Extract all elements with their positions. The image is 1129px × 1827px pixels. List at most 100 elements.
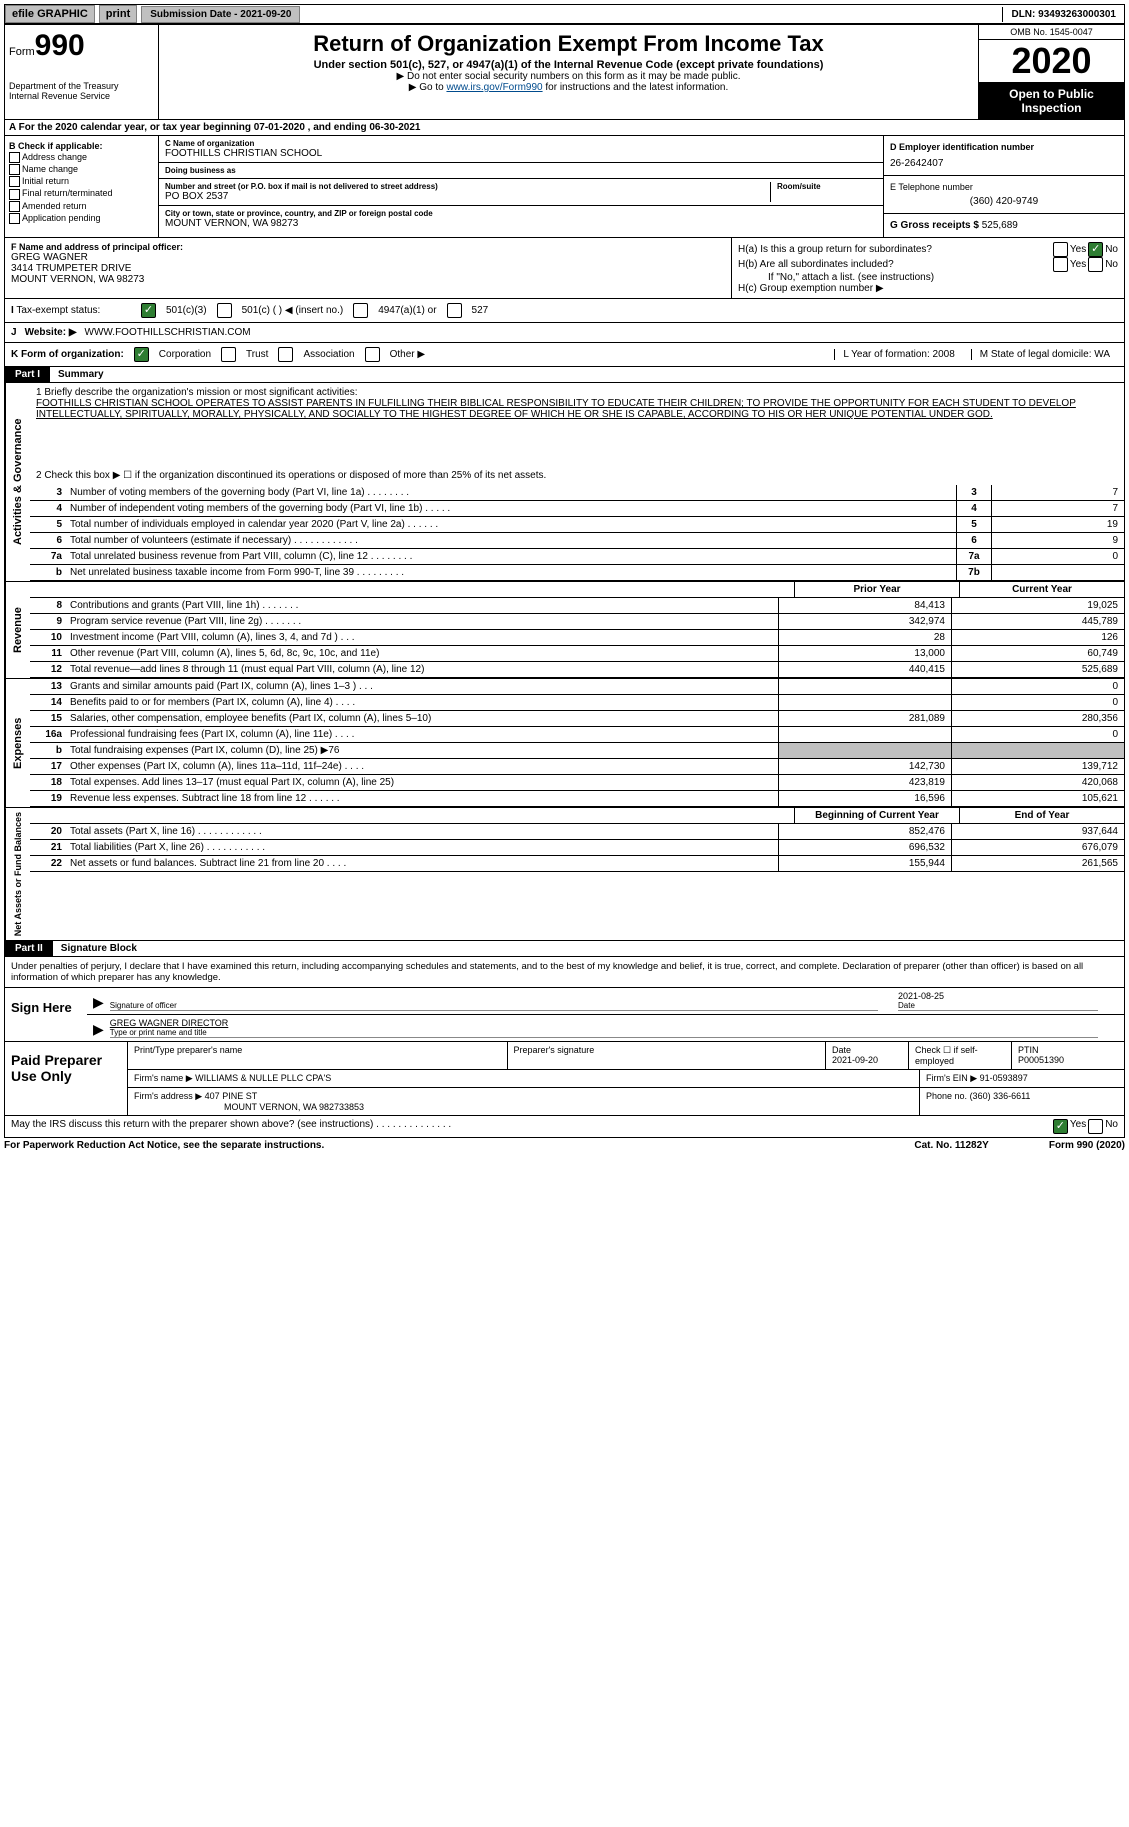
box-i: I Tax-exempt status: 501(c)(3) 501(c) ( … xyxy=(4,299,1125,323)
activities-governance-section: Activities & Governance 1 Briefly descri… xyxy=(4,383,1125,582)
street-address: PO BOX 2537 xyxy=(165,191,770,202)
pycy-header: Prior Year Current Year xyxy=(30,582,1124,598)
table-row: 13 Grants and similar amounts paid (Part… xyxy=(30,679,1124,695)
checkbox-final-return[interactable] xyxy=(9,189,20,200)
table-row: 20 Total assets (Part X, line 16) . . . … xyxy=(30,824,1124,840)
officer-name: GREG WAGNER xyxy=(11,252,725,263)
efile-graphic-btn[interactable]: efile GRAPHIC xyxy=(5,5,95,23)
form-number: Form990 xyxy=(9,29,154,63)
gov-line: b Net unrelated business taxable income … xyxy=(30,565,1124,581)
table-row: 8 Contributions and grants (Part VIII, l… xyxy=(30,598,1124,614)
officer-group-block: F Name and address of principal officer:… xyxy=(4,238,1125,299)
omb-number: OMB No. 1545-0047 xyxy=(979,25,1124,40)
table-row: b Total fundraising expenses (Part IX, c… xyxy=(30,743,1124,759)
bcy-eoy-header: Beginning of Current Year End of Year xyxy=(30,808,1124,824)
arrow-icon: ▶ xyxy=(93,994,110,1011)
website-url: WWW.FOOTHILLSCHRISTIAN.COM xyxy=(85,327,251,338)
discuss-yes-checkbox[interactable] xyxy=(1053,1119,1068,1134)
preparer-date: 2021-09-20 xyxy=(832,1055,902,1065)
sidebar-governance: Activities & Governance xyxy=(5,383,30,581)
self-employed-check: Check ☐ if self-employed xyxy=(909,1042,1012,1069)
gov-line: 6 Total number of volunteers (estimate i… xyxy=(30,533,1124,549)
ein: 26-2642407 xyxy=(890,158,1118,169)
mission-text: FOOTHILLS CHRISTIAN SCHOOL OPERATES TO A… xyxy=(36,398,1118,420)
checkbox-amended[interactable] xyxy=(9,201,20,212)
firm-phone: (360) 336-6611 xyxy=(970,1091,1031,1101)
note-ssn: Do not enter social security numbers on … xyxy=(163,71,974,82)
box-f: F Name and address of principal officer:… xyxy=(5,238,731,298)
state-domicile: M State of legal domicile: WA xyxy=(971,349,1118,360)
table-row: 16a Professional fundraising fees (Part … xyxy=(30,727,1124,743)
top-toolbar: efile GRAPHIC print Submission Date - 20… xyxy=(4,4,1125,24)
sidebar-net-assets: Net Assets or Fund Balances xyxy=(5,808,30,940)
form-title: Return of Organization Exempt From Incom… xyxy=(163,31,974,57)
table-row: 11 Other revenue (Part VIII, column (A),… xyxy=(30,646,1124,662)
tax-year-row: A For the 2020 calendar year, or tax yea… xyxy=(4,120,1125,136)
box-c: C Name of organization FOOTHILLS CHRISTI… xyxy=(159,136,883,237)
dept-treasury: Department of the Treasury Internal Reve… xyxy=(9,81,154,101)
net-assets-section: Net Assets or Fund Balances Beginning of… xyxy=(4,808,1125,941)
part-i-header: Part I Summary xyxy=(4,367,1125,383)
501c-checkbox[interactable] xyxy=(217,303,232,318)
footer: For Paperwork Reduction Act Notice, see … xyxy=(4,1138,1125,1153)
ha-no-checkbox[interactable] xyxy=(1088,242,1103,257)
table-row: 22 Net assets or fund balances. Subtract… xyxy=(30,856,1124,872)
gov-line: 3 Number of voting members of the govern… xyxy=(30,485,1124,501)
checkbox-app-pending[interactable] xyxy=(9,213,20,224)
print-btn[interactable]: print xyxy=(99,5,137,23)
box-h: H(a) Is this a group return for subordin… xyxy=(731,238,1124,298)
arrow-icon: ▶ xyxy=(93,1021,110,1038)
entity-block: B Check if applicable: Address change Na… xyxy=(4,136,1125,238)
table-row: 12 Total revenue—add lines 8 through 11 … xyxy=(30,662,1124,678)
org-name: FOOTHILLS CHRISTIAN SCHOOL xyxy=(165,148,877,159)
gross-receipts: 525,689 xyxy=(982,220,1018,231)
net-lines-container: 20 Total assets (Part X, line 16) . . . … xyxy=(30,824,1124,872)
firm-name: WILLIAMS & NULLE PLLC CPA'S xyxy=(195,1073,331,1083)
check-b-column: B Check if applicable: Address change Na… xyxy=(5,136,159,237)
hb-no-checkbox[interactable] xyxy=(1088,257,1103,272)
checkbox-initial-return[interactable] xyxy=(9,176,20,187)
city-state-zip: MOUNT VERNON, WA 98273 xyxy=(165,218,877,229)
officer-name-title: GREG WAGNER DIRECTOR xyxy=(110,1018,1098,1028)
firm-addr2: MOUNT VERNON, WA 982733853 xyxy=(134,1102,913,1112)
table-row: 10 Investment income (Part VIII, column … xyxy=(30,630,1124,646)
tax-year: 2020 xyxy=(979,40,1124,83)
open-inspection: Open to Public Inspection xyxy=(979,83,1124,119)
ha-yes-checkbox[interactable] xyxy=(1053,242,1068,257)
rev-lines-container: 8 Contributions and grants (Part VIII, l… xyxy=(30,598,1124,678)
k-assoc-checkbox[interactable] xyxy=(278,347,293,362)
checkbox-name-change[interactable] xyxy=(9,164,20,175)
box-d-e-g: D Employer identification number 26-2642… xyxy=(883,136,1124,237)
4947-checkbox[interactable] xyxy=(353,303,368,318)
table-row: 15 Salaries, other compensation, employe… xyxy=(30,711,1124,727)
part-ii-header: Part II Signature Block xyxy=(4,941,1125,957)
table-row: 17 Other expenses (Part IX, column (A), … xyxy=(30,759,1124,775)
form-subtitle: Under section 501(c), 527, or 4947(a)(1)… xyxy=(163,59,974,71)
gov-line: 7a Total unrelated business revenue from… xyxy=(30,549,1124,565)
527-checkbox[interactable] xyxy=(447,303,462,318)
officer-addr2: MOUNT VERNON, WA 98273 xyxy=(11,274,725,285)
501c3-checkbox[interactable] xyxy=(141,303,156,318)
revenue-section: Revenue Prior Year Current Year 8 Contri… xyxy=(4,582,1125,679)
k-other-checkbox[interactable] xyxy=(365,347,380,362)
submission-date: Submission Date - 2021-09-20 xyxy=(141,6,300,23)
table-row: 18 Total expenses. Add lines 13–17 (must… xyxy=(30,775,1124,791)
year-formation: L Year of formation: 2008 xyxy=(834,349,962,360)
cat-no: Cat. No. 11282Y xyxy=(914,1140,988,1151)
ptin: P00051390 xyxy=(1018,1055,1118,1065)
note-instructions: Go to www.irs.gov/Form990 for instructio… xyxy=(163,82,974,93)
k-trust-checkbox[interactable] xyxy=(221,347,236,362)
discuss-no-checkbox[interactable] xyxy=(1088,1119,1103,1134)
k-corp-checkbox[interactable] xyxy=(134,347,149,362)
gov-lines-container: 3 Number of voting members of the govern… xyxy=(30,485,1124,581)
checkbox-address-change[interactable] xyxy=(9,152,20,163)
sign-date: 2021-08-25 xyxy=(898,991,1098,1001)
table-row: 9 Program service revenue (Part VIII, li… xyxy=(30,614,1124,630)
hb-yes-checkbox[interactable] xyxy=(1053,257,1068,272)
instructions-link[interactable]: www.irs.gov/Form990 xyxy=(446,82,542,93)
phone: (360) 420-9749 xyxy=(890,196,1118,207)
dln: DLN: 93493263000301 xyxy=(1002,7,1124,22)
gov-line: 4 Number of independent voting members o… xyxy=(30,501,1124,517)
sidebar-revenue: Revenue xyxy=(5,582,30,678)
form-footer: Form 990 (2020) xyxy=(1049,1140,1125,1151)
